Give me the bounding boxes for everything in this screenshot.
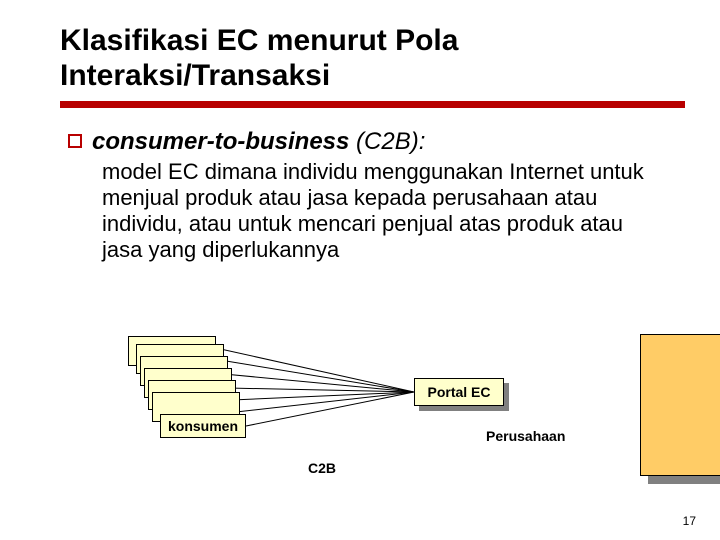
company-label: Perusahaan: [486, 428, 565, 444]
bullet-marker: [68, 134, 82, 148]
bullet-heading: consumer-to-business (C2B):: [92, 128, 425, 157]
page-number: 17: [683, 514, 696, 528]
consumer-label: konsumen: [160, 414, 246, 438]
slide-title: Klasifikasi EC menurut Pola Interaksi/Tr…: [60, 24, 664, 93]
bullet-term: consumer-to-business: [92, 128, 349, 155]
company-box: [640, 334, 720, 476]
bullet-body: model EC dimana individu menggunakan Int…: [102, 159, 664, 263]
bullet-item: consumer-to-business (C2B):: [68, 128, 664, 157]
portal-box: Portal EC: [414, 378, 504, 406]
slide: Klasifikasi EC menurut Pola Interaksi/Tr…: [0, 0, 720, 540]
c2b-diagram: konsumen Portal EC Perusahaan C2B: [120, 342, 640, 508]
bullet-abbrev: (C2B):: [349, 128, 425, 155]
title-underline: [60, 101, 685, 108]
c2b-label: C2B: [308, 460, 336, 476]
